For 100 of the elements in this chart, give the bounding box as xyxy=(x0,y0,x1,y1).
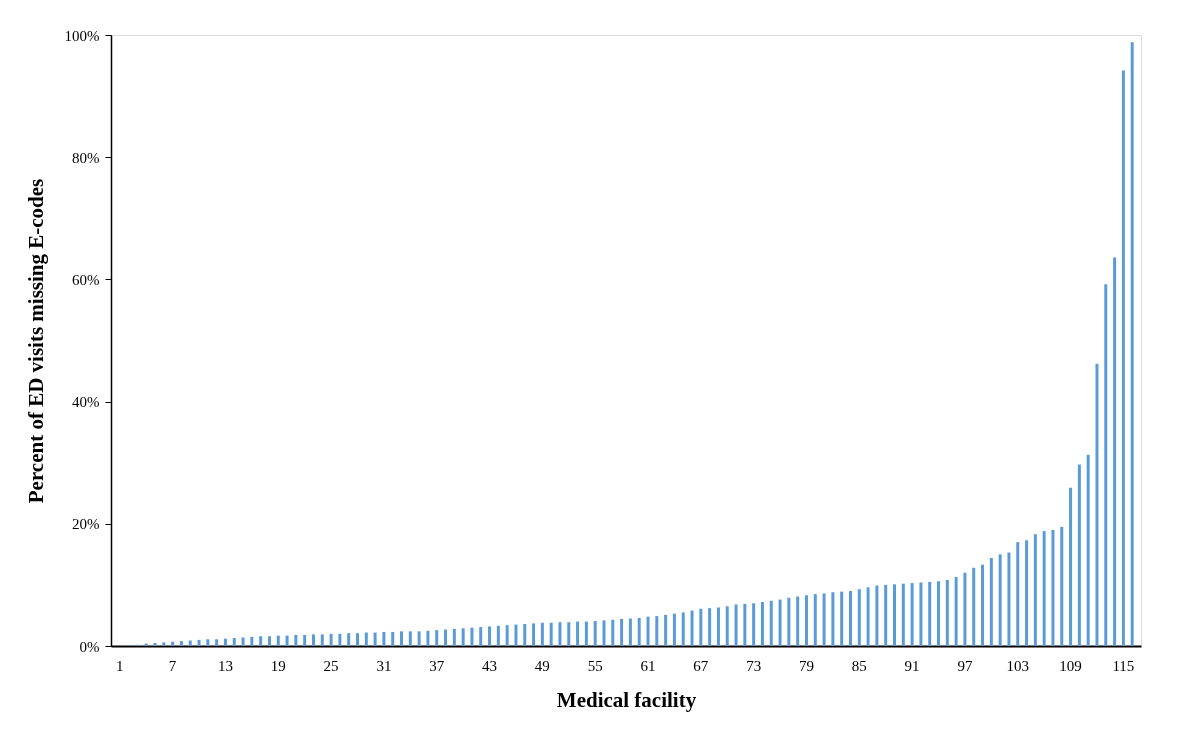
bar xyxy=(285,635,289,646)
bar xyxy=(496,625,500,646)
bar xyxy=(329,633,333,646)
bar xyxy=(153,642,157,646)
x-tick-label: 49 xyxy=(534,657,550,674)
bar xyxy=(725,606,729,646)
bar xyxy=(558,622,562,646)
bar xyxy=(708,608,712,646)
bar xyxy=(602,620,606,646)
bar xyxy=(1025,540,1029,646)
bar xyxy=(444,629,448,646)
bar xyxy=(417,631,421,646)
bar xyxy=(857,589,861,646)
bar xyxy=(848,591,852,646)
bar xyxy=(241,637,245,646)
bar xyxy=(875,585,879,646)
x-tick-label: 73 xyxy=(746,657,762,674)
bar xyxy=(426,630,430,646)
x-tick-label: 103 xyxy=(1006,657,1029,674)
bar xyxy=(1095,363,1099,646)
y-tick-label: 60% xyxy=(72,271,100,288)
bar xyxy=(637,617,641,646)
bar xyxy=(435,630,439,646)
bar xyxy=(576,621,580,646)
bar xyxy=(787,597,791,646)
bar xyxy=(866,587,870,646)
bar xyxy=(928,581,932,646)
y-tick-label: 100% xyxy=(64,27,100,44)
bar xyxy=(250,636,254,646)
bar xyxy=(1121,70,1125,646)
bar xyxy=(998,554,1002,646)
bar xyxy=(893,584,896,646)
bar xyxy=(672,613,676,646)
bar xyxy=(760,602,764,646)
x-tick-label: 91 xyxy=(904,657,920,674)
y-tick-label: 0% xyxy=(79,638,100,655)
bar xyxy=(796,596,800,646)
bar xyxy=(276,635,280,646)
bar xyxy=(179,641,183,646)
bar xyxy=(945,580,949,646)
bar xyxy=(514,624,518,646)
x-tick-label: 37 xyxy=(429,657,445,674)
bar xyxy=(303,635,307,646)
bar xyxy=(840,591,844,646)
bar xyxy=(567,622,571,646)
bar xyxy=(364,632,368,646)
bar xyxy=(1104,284,1108,646)
bar xyxy=(223,638,227,646)
bar xyxy=(628,618,632,646)
bar xyxy=(479,627,483,646)
bar xyxy=(461,628,465,646)
bar xyxy=(716,607,720,646)
bar xyxy=(347,633,351,646)
bar xyxy=(664,614,668,646)
y-tick-label: 80% xyxy=(72,149,100,166)
bar xyxy=(232,638,236,646)
bar xyxy=(1086,454,1090,646)
bar xyxy=(910,583,914,646)
bar xyxy=(470,627,474,646)
bar xyxy=(655,616,659,646)
bar xyxy=(937,581,941,646)
bar xyxy=(1130,42,1134,646)
bar xyxy=(540,622,544,646)
bar xyxy=(954,576,958,646)
x-tick-label: 7 xyxy=(168,657,177,674)
bar xyxy=(408,631,412,646)
bar xyxy=(1016,542,1020,646)
bar xyxy=(620,619,624,646)
bar xyxy=(752,603,756,646)
bar xyxy=(356,633,359,646)
bar xyxy=(532,623,536,646)
bar xyxy=(1051,529,1055,646)
bar xyxy=(1077,464,1081,646)
bar xyxy=(206,639,210,646)
bar xyxy=(311,634,315,646)
bar xyxy=(1033,534,1037,646)
bar xyxy=(549,622,553,646)
bar xyxy=(259,636,263,646)
bar xyxy=(267,636,271,646)
bar xyxy=(215,639,219,646)
bar xyxy=(981,564,985,646)
x-tick-label: 55 xyxy=(587,657,603,674)
bar xyxy=(611,619,615,646)
bar xyxy=(373,632,377,646)
x-tick-label: 43 xyxy=(482,657,498,674)
bar xyxy=(197,639,201,646)
bar xyxy=(963,572,967,646)
bar xyxy=(593,620,597,646)
bar xyxy=(884,584,888,646)
y-axis-title: Percent of ED visits missing E-codes xyxy=(23,178,48,504)
bar xyxy=(505,625,509,646)
bar xyxy=(831,592,835,646)
x-tick-label: 85 xyxy=(851,657,867,674)
x-tick-label: 13 xyxy=(217,657,233,674)
x-tick-label: 1 xyxy=(116,657,124,674)
x-tick-label: 109 xyxy=(1059,657,1082,674)
bar xyxy=(804,595,808,646)
bar xyxy=(162,642,166,646)
bar xyxy=(1069,487,1073,646)
bar xyxy=(1042,531,1046,646)
